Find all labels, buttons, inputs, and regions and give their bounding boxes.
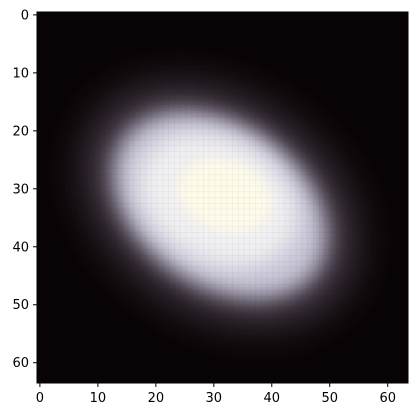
- x-tick-label: 30: [206, 391, 223, 406]
- y-tick-label: 50: [12, 298, 29, 313]
- plot-frame: [36, 11, 409, 384]
- x-tick-label: 60: [379, 391, 396, 406]
- x-tick-label: 20: [148, 391, 165, 406]
- y-tick-label: 30: [12, 182, 29, 197]
- x-tick-label: 0: [36, 391, 44, 406]
- y-tick-label: 40: [12, 240, 29, 255]
- x-tick-label: 10: [90, 391, 107, 406]
- plot-area: [37, 12, 408, 383]
- x-tick-label: 50: [321, 391, 338, 406]
- y-tick-label: 20: [12, 124, 29, 139]
- y-tick-label: 0: [21, 8, 29, 23]
- x-axis-ticks: 0 10 20 30 40 50 60: [36, 383, 396, 406]
- x-tick-label: 40: [264, 391, 281, 406]
- y-axis-ticks: 0 10 20 30 40 50 60: [12, 8, 37, 371]
- y-tick-label: 10: [12, 66, 29, 81]
- y-tick-label: 60: [12, 356, 29, 371]
- pixel-grid-overlay: [37, 12, 408, 383]
